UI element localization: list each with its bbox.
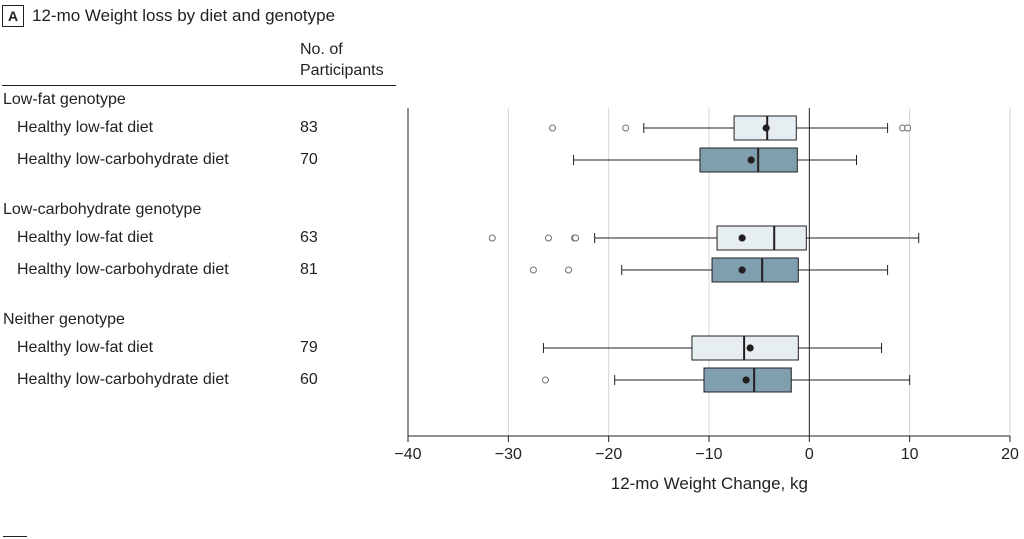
outlier-point bbox=[541, 376, 549, 384]
outlier-point bbox=[548, 124, 556, 132]
group-label-low-fat-genotype: Low-fat genotype bbox=[3, 91, 126, 108]
row-participants: 81 bbox=[300, 261, 318, 278]
row-participants: 70 bbox=[300, 151, 318, 168]
row-label: Healthy low-fat diet bbox=[17, 119, 154, 136]
outlier-point bbox=[529, 266, 537, 274]
mean-point bbox=[738, 234, 746, 242]
row-label: Healthy low-fat diet bbox=[17, 229, 154, 246]
participants-column-header: No. of Participants bbox=[300, 39, 384, 81]
header-rule bbox=[2, 85, 396, 86]
footnote-rule bbox=[3, 536, 27, 537]
mean-point bbox=[747, 156, 755, 164]
x-tick-label: −20 bbox=[595, 446, 622, 463]
panel-title: 12-mo Weight loss by diet and genotype bbox=[32, 6, 336, 25]
participants-header-line2: Participants bbox=[300, 62, 384, 79]
outlier-point bbox=[565, 266, 573, 274]
mean-point bbox=[762, 124, 770, 132]
row-participants: 63 bbox=[300, 229, 318, 246]
row-label: Healthy low-carbohydrate diet bbox=[17, 151, 229, 168]
row-label: Healthy low-fat diet bbox=[17, 339, 154, 356]
row-participants: 83 bbox=[300, 119, 318, 136]
row-participants: 60 bbox=[300, 371, 318, 388]
group-label-neither-genotype: Neither genotype bbox=[3, 311, 125, 328]
panel-header: A 12-mo Weight loss by diet and genotype bbox=[2, 4, 335, 28]
x-tick-label: −30 bbox=[495, 446, 522, 463]
row-label: Healthy low-carbohydrate diet bbox=[17, 261, 229, 278]
outlier-point bbox=[622, 124, 630, 132]
x-tick-label: −10 bbox=[695, 446, 722, 463]
outlier-point bbox=[572, 234, 580, 242]
mean-point bbox=[746, 344, 754, 352]
x-tick-label: −40 bbox=[394, 446, 421, 463]
outlier-point bbox=[488, 234, 496, 242]
mean-point bbox=[738, 266, 746, 274]
x-tick-label: 20 bbox=[1001, 446, 1019, 463]
participants-header-line1: No. of bbox=[300, 41, 343, 58]
outlier-point bbox=[904, 124, 912, 132]
group-label-low-carb-genotype: Low-carbohydrate genotype bbox=[3, 201, 202, 218]
iqr-box bbox=[716, 225, 807, 251]
row-participants: 79 bbox=[300, 339, 318, 356]
outlier-point bbox=[544, 234, 552, 242]
row-label: Healthy low-carbohydrate diet bbox=[17, 371, 229, 388]
panel-letter: A bbox=[2, 5, 24, 27]
mean-point bbox=[742, 376, 750, 384]
iqr-box bbox=[691, 335, 799, 361]
x-axis-label: 12-mo Weight Change, kg bbox=[611, 474, 808, 493]
x-tick-label: 0 bbox=[805, 446, 814, 463]
x-tick-label: 10 bbox=[901, 446, 919, 463]
iqr-box bbox=[711, 257, 799, 283]
